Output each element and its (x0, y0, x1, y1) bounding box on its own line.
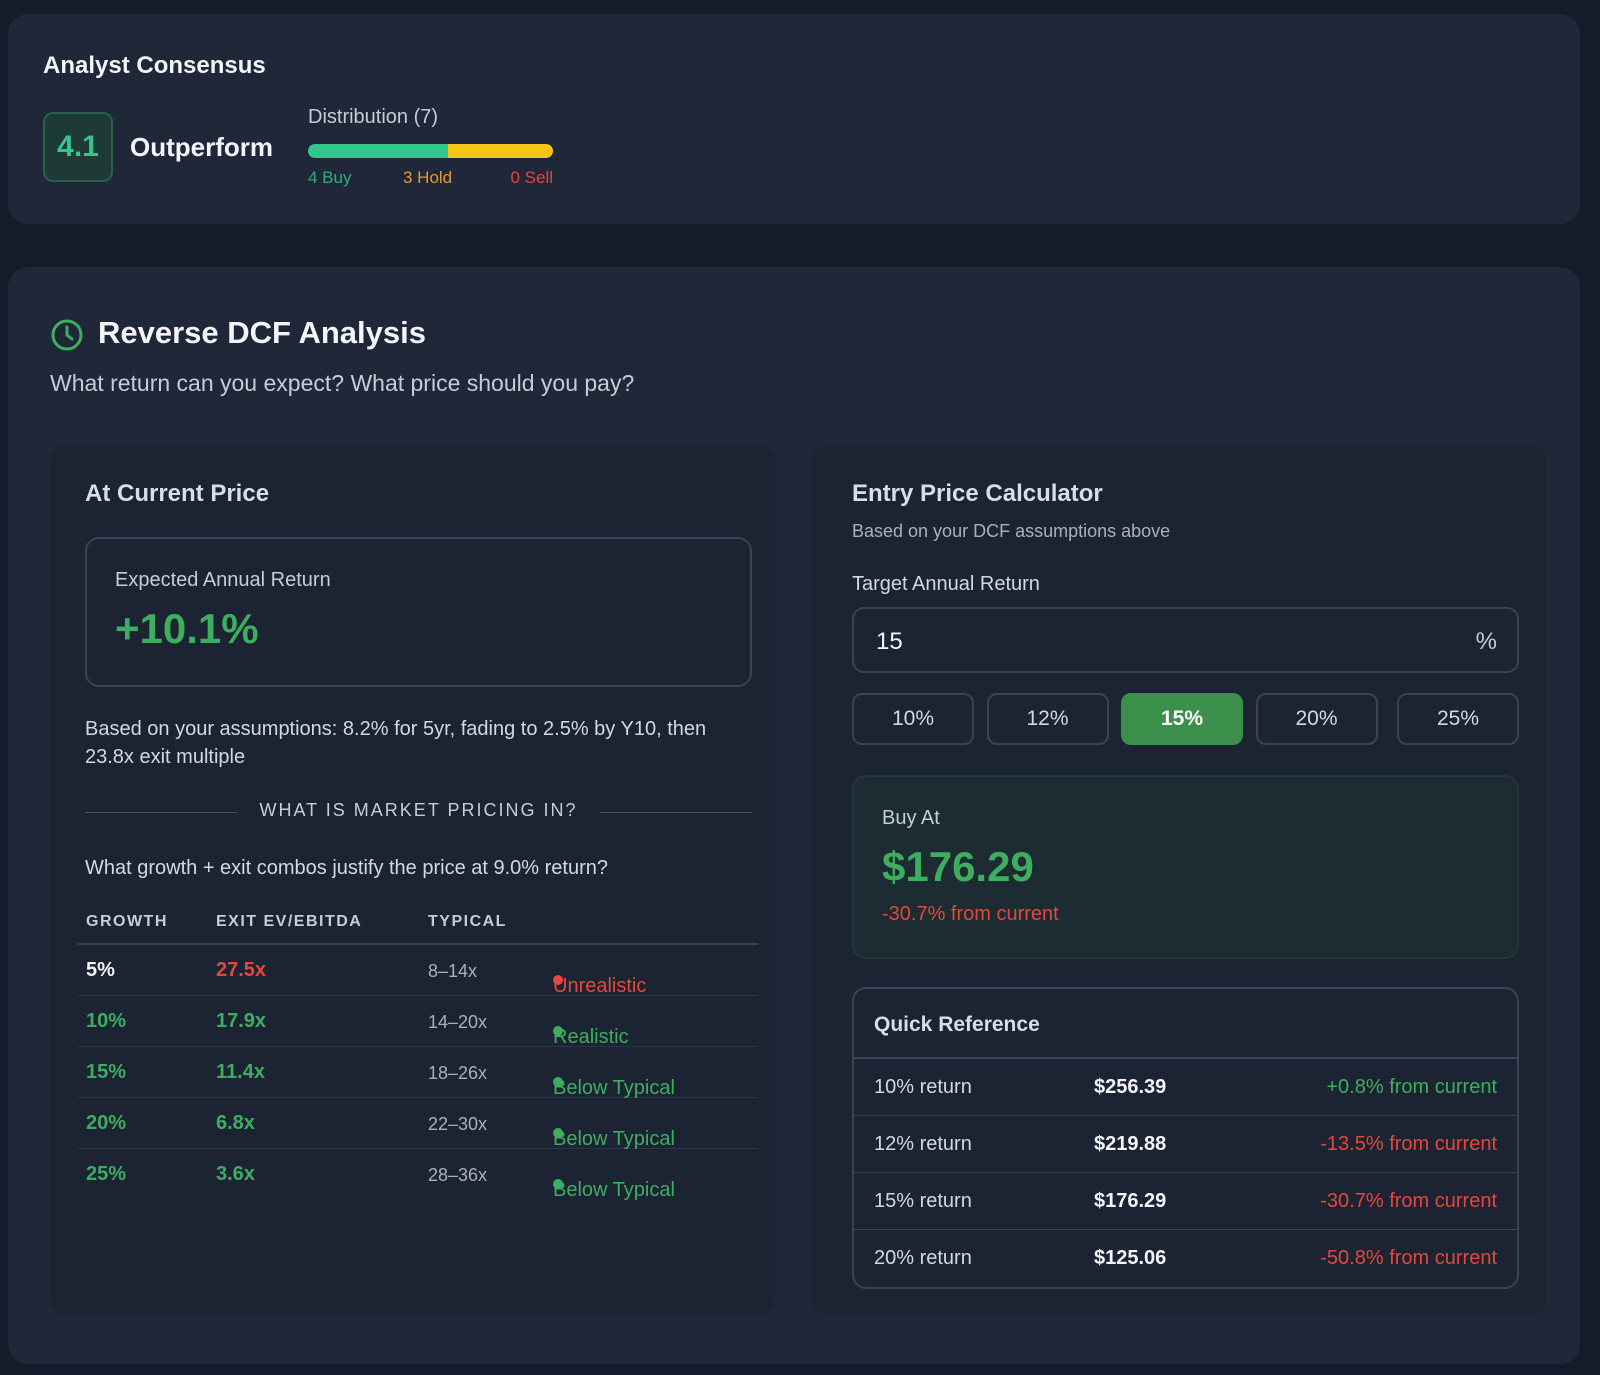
preset-button-10pct[interactable]: 10% (852, 693, 974, 745)
quick-reference-title: Quick Reference (874, 1013, 1040, 1036)
diff-from-current: +0.8% from current (1326, 1076, 1497, 1098)
preset-button-15pct[interactable]: 15% (1121, 693, 1243, 745)
quick-reference-table: Quick Reference 10% return $256.39 +0.8% f… (852, 987, 1519, 1289)
growth-cell: 15% (86, 1061, 127, 1083)
growth-cell: 25% (86, 1163, 127, 1185)
status-dot-icon (553, 1077, 563, 1087)
diff-from-current: -13.5% from current (1320, 1133, 1497, 1155)
header-typical: TYPICAL (428, 913, 507, 930)
expected-return-label: Expected Annual Return (115, 569, 331, 591)
exit-multiple-cell: 11.4x (216, 1061, 265, 1083)
exit-multiple-cell: 6.8x (216, 1112, 255, 1134)
status-dot-icon (553, 1026, 563, 1036)
divider-line (600, 812, 752, 813)
quick-reference-row: 10% return $256.39 +0.8% from current (854, 1059, 1517, 1116)
buy-at-price: $176.29 (882, 843, 1034, 890)
growth-exit-table: GROWTH EXIT EV/EBITDA TYPICAL 5% 27.5x 8–1… (78, 903, 758, 1201)
calculator-subtitle: Based on your DCF assumptions above (852, 521, 1171, 541)
hold-count: 3 Hold (403, 168, 453, 187)
target-return-value[interactable]: 15 (876, 628, 903, 655)
expected-return-value: +10.1% (115, 605, 259, 652)
typical-range-cell: 28–36x (428, 1165, 488, 1185)
price-value: $176.29 (1094, 1190, 1167, 1212)
distribution-hold-segment (448, 144, 553, 158)
typical-range-cell: 18–26x (428, 1063, 488, 1083)
current-price-panel: At Current Price Expected Annual Return … (50, 445, 775, 1315)
status-dot-icon (553, 1179, 563, 1189)
buy-at-diff: -30.7% from current (882, 903, 1059, 925)
return-label: 15% return (874, 1190, 972, 1212)
status-dot-icon (553, 975, 563, 985)
quick-reference-row: 20% return $125.06 -50.8% from current (854, 1230, 1517, 1287)
price-value: $256.39 (1094, 1076, 1167, 1098)
reverse-dcf-card: Reverse DCF Analysis What return can you… (8, 267, 1580, 1364)
target-return-label: Target Annual Return (852, 573, 1040, 595)
header-exit: EXIT EV/EBITDA (216, 913, 363, 930)
preset-button-12pct[interactable]: 12% (986, 693, 1109, 745)
sell-count: 0 Sell (510, 168, 553, 187)
reverse-dcf-subtitle: What return can you expect? What price s… (50, 370, 635, 396)
return-label: 12% return (874, 1133, 972, 1155)
divider-line (85, 812, 237, 813)
status-label: Below Typical (553, 1179, 675, 1201)
diff-from-current: -50.8% from current (1320, 1247, 1497, 1269)
growth-cell: 20% (86, 1112, 127, 1134)
buy-at-label: Buy At (882, 807, 940, 829)
clock-icon (51, 319, 83, 351)
status-label: Realistic (553, 1026, 629, 1048)
table-row: 10% 17.9x 14–20x Realistic (78, 996, 758, 1048)
percent-unit: % (1475, 628, 1497, 655)
status-label: Unrealistic (553, 975, 647, 997)
exit-multiple-cell: 3.6x (216, 1163, 255, 1185)
market-pricing-heading: WHAT IS MARKET PRICING IN? (259, 800, 578, 820)
typical-range-cell: 14–20x (428, 1012, 488, 1032)
table-row: 20% 6.8x 22–30x Below Typical (78, 1098, 758, 1150)
typical-range-cell: 22–30x (428, 1114, 488, 1134)
diff-from-current: -30.7% from current (1320, 1190, 1497, 1212)
calculator-title: Entry Price Calculator (852, 480, 1103, 507)
distribution-buy-segment (308, 144, 448, 158)
analyst-consensus-card: Analyst Consensus 4.1 Outperform Distrib… (8, 14, 1580, 224)
growth-cell: 10% (86, 1010, 127, 1032)
assumptions-text: Based on your assumptions: 8.2% for 5yr,… (85, 718, 707, 768)
market-pricing-divider: WHAT IS MARKET PRICING IN? (85, 800, 752, 824)
reverse-dcf-title: Reverse DCF Analysis (98, 315, 426, 350)
status-label: Below Typical (553, 1077, 675, 1099)
typical-range-cell: 8–14x (428, 961, 478, 981)
consensus-title: Analyst Consensus (43, 52, 266, 79)
exit-multiple-cell: 17.9x (216, 1010, 267, 1032)
status-dot-icon (553, 1128, 563, 1138)
table-row: 5% 27.5x 8–14x Unrealistic (78, 945, 758, 997)
buy-count: 4 Buy (308, 168, 352, 187)
growth-cell: 5% (86, 959, 115, 981)
consensus-rating: Outperform (130, 132, 273, 162)
preset-button-20pct[interactable]: 20% (1255, 693, 1378, 745)
status-label: Below Typical (553, 1128, 675, 1150)
quick-reference-row: 12% return $219.88 -13.5% from current (854, 1116, 1517, 1173)
entry-price-calculator-panel: Entry Price Calculator Based on your DCF… (812, 445, 1547, 1315)
combo-question: What growth + exit combos justify the pr… (85, 857, 609, 879)
buy-at-box: Buy At $176.29 -30.7% from current (852, 775, 1519, 959)
current-price-title: At Current Price (85, 480, 270, 507)
quick-reference-row: 15% return $176.29 -30.7% from current (854, 1173, 1517, 1230)
return-label: 20% return (874, 1247, 972, 1269)
distribution-label: Distribution (7) (308, 106, 439, 128)
preset-buttons: 10% 12% 15% 20% 25% (852, 693, 1519, 745)
header-growth: GROWTH (86, 913, 168, 930)
target-return-input[interactable]: 15 % (852, 607, 1519, 673)
quick-reference-header: Quick Reference (854, 989, 1517, 1059)
return-label: 10% return (874, 1076, 972, 1098)
table-row: 15% 11.4x 18–26x Below Typical (78, 1047, 758, 1099)
exit-multiple-cell: 27.5x (216, 959, 267, 981)
table-header: GROWTH EXIT EV/EBITDA TYPICAL (78, 903, 758, 945)
consensus-score-badge: 4.1 (43, 112, 113, 182)
expected-return-box: Expected Annual Return +10.1% (85, 537, 752, 687)
table-row: 25% 3.6x 28–36x Below Typical (78, 1149, 758, 1201)
price-value: $125.06 (1094, 1247, 1167, 1269)
preset-button-25pct[interactable]: 25% (1397, 693, 1519, 745)
price-value: $219.88 (1094, 1133, 1167, 1155)
distribution-bar (308, 144, 553, 158)
